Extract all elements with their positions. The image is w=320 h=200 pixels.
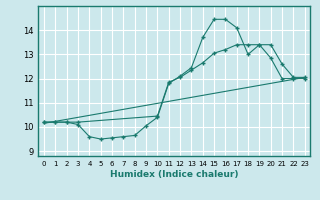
X-axis label: Humidex (Indice chaleur): Humidex (Indice chaleur) xyxy=(110,170,239,179)
